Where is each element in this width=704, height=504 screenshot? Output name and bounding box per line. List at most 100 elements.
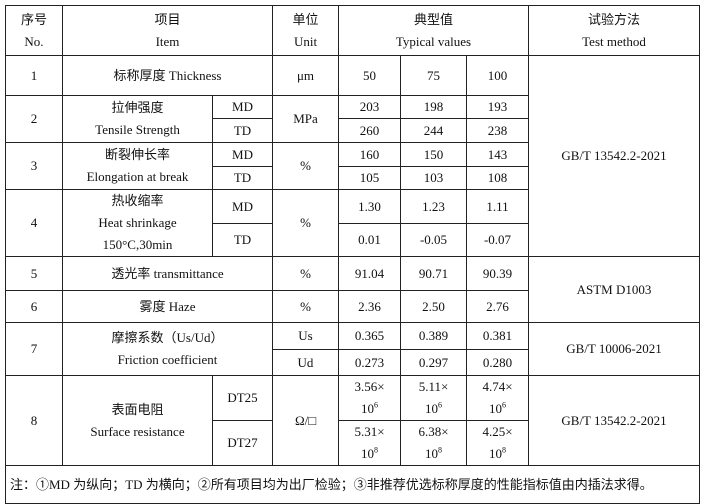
table-row: 1 标称厚度 Thickness μm 50 75 100 GB/T 13542… [5,55,700,257]
header-unit-en: Unit [293,33,318,49]
base: 10 [425,401,438,416]
properties-table: 序号 No. 项目 Item 单位 Unit 典型值 Typical values 试验… [5,5,700,504]
row-unit: % [272,142,339,190]
header-item: 项目 Item [62,5,273,56]
direction: Ud [272,349,339,376]
mantissa: 5.31× [354,424,385,439]
header-method: 试验方法 Test method [528,5,700,56]
direction: DT25 [212,375,273,421]
row-item: 表面电阻 Surface resistance [62,375,213,466]
item-cn: 拉伸强度 [111,100,164,115]
test-method: GB/T 10006-2021 [528,322,700,376]
base: 10 [361,446,374,461]
value-cell: 143 [466,142,529,167]
mantissa: 3.56× [354,379,385,394]
table-row: Ud 0.273 0.297 0.280 [6,349,700,376]
value-cell: 0.280 [466,349,529,376]
header-item-en: Item [155,33,180,49]
value-cell: 1.23 [400,189,467,224]
value-cell: 90.71 [400,256,467,291]
row-unit: Ω/□ [272,375,339,466]
value-cell: 3.56× 106 [338,375,401,421]
power: 106 [401,398,466,420]
table-row: TD 105 103 108 [6,166,700,190]
value-cell: -0.07 [466,223,529,257]
value-cell: 203 [338,95,401,119]
header-method-cn: 试验方法 [587,11,640,27]
row-unit: % [272,256,339,291]
table-row: 3 断裂伸长率 Elongation at break MD % 160 150 … [5,142,700,190]
exponent: 6 [502,400,506,410]
base: 10 [489,401,502,416]
row-unit: % [272,290,339,323]
value-cell: 0.381 [466,322,529,350]
header-item-cn: 项目 [154,11,181,27]
item-cn: 热收缩率 [111,193,164,208]
value-cell: 193 [466,95,529,119]
header-values-cn: 典型值 [413,11,453,27]
value-cell: 0.297 [400,349,467,376]
value-cell: 2.36 [338,290,401,323]
power: 108 [339,443,400,465]
value-cell: 5.31× 108 [338,420,401,466]
value-cell: 4.25× 108 [466,420,529,466]
row-item: 热收缩率 Heat shrinkage 150°C,30min [62,189,213,257]
base: 10 [489,446,502,461]
exponent: 8 [438,445,442,455]
value-cell: 75 [400,55,467,96]
item-en: Heat shrinkage [98,215,177,230]
value-cell: 244 [400,118,467,143]
header-values: 典型值 Typical values [338,5,529,56]
test-method: GB/T 13542.2-2021 [528,375,700,466]
item-cn: 断裂伸长率 [104,147,170,162]
row-no: 3 [5,142,63,190]
direction: TD [212,223,273,257]
exponent: 8 [502,445,506,455]
header-row: 序号 No. 项目 Item 单位 Unit 典型值 Typical values 试验… [5,5,700,56]
item-en: Elongation at break [86,169,189,184]
value-cell: 0.01 [338,223,401,257]
direction: MD [212,189,273,224]
value-cell: 1.30 [338,189,401,224]
value-cell: 238 [466,118,529,143]
base: 10 [425,446,438,461]
mantissa: 4.74× [482,379,513,394]
row-no: 4 [5,189,63,257]
header-method-en: Test method [582,33,646,49]
row-no: 5 [5,256,63,291]
value-cell: 260 [338,118,401,143]
row-no: 7 [5,322,63,376]
table-row: DT27 5.31× 108 6.38× 108 4.25× 108 [6,420,700,466]
table-row: TD 0.01 -0.05 -0.07 [6,223,700,257]
value-cell: 100 [466,55,529,96]
row-unit: μm [272,55,339,96]
direction: MD [212,142,273,167]
power: 108 [401,443,466,465]
exponent: 8 [374,445,378,455]
row-unit: % [272,189,339,257]
table-row: 5 透光率 transmittance % 91.04 90.71 90.39 … [5,256,700,323]
note-row: 注：①MD 为纵向；TD 为横向；②所有项目均为出厂检验；③非推荐优选标称厚度的… [5,465,700,504]
value-cell: 108 [466,166,529,190]
value-cell: 2.76 [466,290,529,323]
value-cell: 50 [338,55,401,96]
row-item: 断裂伸长率 Elongation at break [62,142,213,190]
base: 10 [361,401,374,416]
power: 108 [467,443,528,465]
direction: Us [272,322,339,350]
item-condition: 150°C,30min [102,237,173,252]
test-method: GB/T 13542.2-2021 [528,55,700,257]
header-no-en: No. [24,33,44,49]
value-cell: 5.11× 106 [400,375,467,421]
value-cell: 150 [400,142,467,167]
row-item: 透光率 transmittance [62,256,273,291]
header-unit-cn: 单位 [292,11,319,27]
header-no: 序号 No. [5,5,63,56]
table-note: 注：①MD 为纵向；TD 为横向；②所有项目均为出厂检验；③非推荐优选标称厚度的… [5,465,700,504]
row-no: 6 [5,290,63,323]
direction: TD [212,118,273,143]
item-en: Friction coefficient [117,352,218,367]
header-unit: 单位 Unit [272,5,339,56]
row-item: 拉伸强度 Tensile Strength [62,95,213,143]
value-cell: 0.273 [338,349,401,376]
